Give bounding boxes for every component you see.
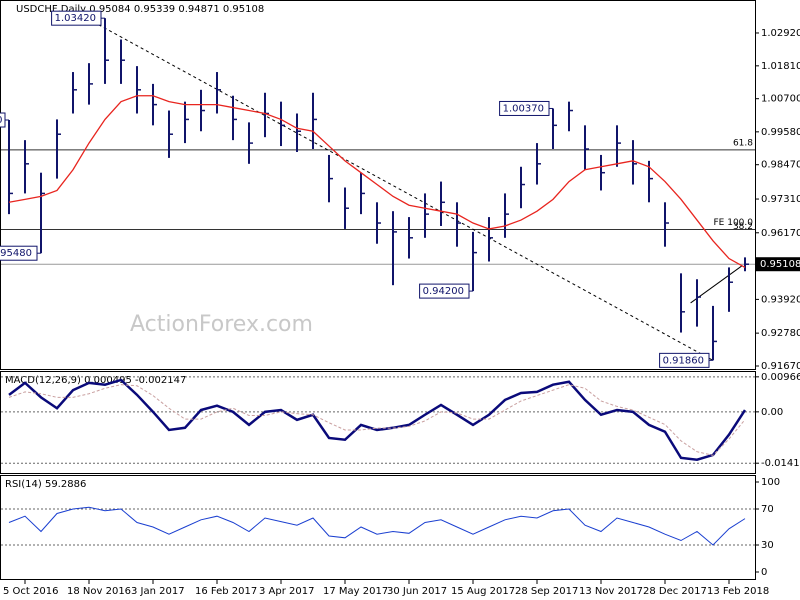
level-label: 61.8 [733, 138, 753, 148]
macd-line [8, 384, 746, 456]
x-tick-label: 28 Sep 2017 [515, 586, 578, 597]
macd-panel [0, 371, 756, 474]
y-tick-label: 0.98470 [761, 160, 800, 171]
y-tick-label: 0.97310 [761, 194, 800, 205]
y-tick-label: 1.01810 [761, 61, 800, 72]
x-tick-label: 15 Aug 2017 [451, 586, 515, 597]
x-tick-label: 3 Apr 2017 [259, 586, 314, 597]
y-tick-label: 70 [761, 504, 774, 515]
chart-title: USDCHF,Daily 0.95084 0.95339 0.94871 0.9… [16, 4, 264, 15]
y-tick-label: -0.014171 [761, 458, 800, 469]
y-tick-label: 0.009664 [761, 372, 800, 383]
annotation-label: 0.95480 [0, 248, 32, 259]
x-tick-label: 30 Jun 2017 [387, 586, 447, 597]
trend-line [98, 24, 714, 361]
y-tick-label: 0 [761, 567, 767, 578]
level-label: FE 100.0 [714, 218, 754, 228]
y-tick-label: 100 [761, 477, 780, 488]
y-tick-label: 0.00 [761, 407, 783, 418]
y-tick-label: 0.99580 [761, 127, 800, 138]
y-tick-label: 0.96170 [761, 228, 800, 239]
x-tick-label: 13 Nov 2017 [579, 586, 643, 597]
rsi-title: RSI(14) 59.2886 [5, 479, 86, 490]
y-tick-label: 1.02920 [761, 28, 800, 39]
x-tick-label: 18 Nov 2016 [67, 586, 131, 597]
y-tick-label: 30 [761, 540, 774, 551]
x-tick-label: 28 Dec 2017 [643, 586, 707, 597]
watermark: ActionForex.com [130, 312, 313, 337]
rsi-line [8, 506, 746, 546]
y-tick-label: 1.00700 [761, 94, 800, 105]
macd-line [8, 378, 747, 461]
annotation-label: 0.94200 [423, 286, 464, 297]
annotation-label: 1.03420 [55, 13, 96, 24]
level-label: 38.2 [733, 222, 753, 232]
annotation-label: 0.91860 [663, 355, 704, 366]
price-panel [0, 0, 756, 370]
current-price-label: 0.95108 [760, 259, 800, 270]
x-tick-label: 3 Jan 2017 [131, 586, 185, 597]
x-tick-label: 13 Feb 2018 [707, 586, 769, 597]
x-tick-label: 16 Feb 2017 [195, 586, 257, 597]
x-tick-label: 17 May 2017 [323, 586, 388, 597]
y-tick-label: 0.91670 [761, 361, 800, 372]
annotation-label: 980 [0, 115, 2, 126]
y-tick-label: 0.92780 [761, 328, 800, 339]
rsi-panel [0, 475, 756, 580]
moving-average [8, 95, 746, 268]
annotation-label: 1.00370 [503, 103, 544, 114]
macd-title: MACD(12,26,9) 0.000495 -0.002147 [5, 375, 186, 386]
x-tick-label: 5 Oct 2016 [3, 586, 58, 597]
current-price-box [756, 257, 800, 272]
y-tick-label: 0.93920 [761, 294, 800, 305]
